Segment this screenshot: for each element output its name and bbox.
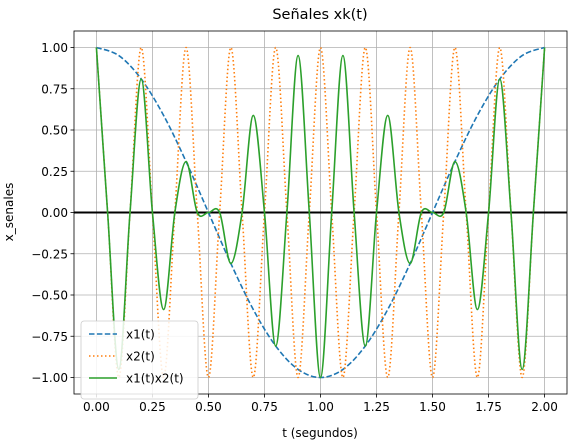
x-tick-label: 1.75: [475, 400, 502, 414]
x-tick-label: 0.25: [139, 400, 166, 414]
chart-title: Señales xk(t): [272, 7, 367, 23]
legend-box: [80, 320, 199, 400]
y-axis-label: x_senales: [2, 183, 16, 242]
y-tick-label: −0.75: [31, 330, 68, 344]
y-tick-label: 0.25: [41, 165, 68, 179]
y-tick-label: 0.50: [41, 124, 68, 138]
y-tick-label: 0.75: [41, 82, 68, 96]
legend-label: x1(t)x2(t): [126, 372, 184, 386]
y-tick-label: −0.25: [31, 247, 68, 261]
x-tick-label: 1.00: [307, 400, 334, 414]
x-tick-label: 0.00: [83, 400, 110, 414]
y-tick-label: 0.00: [41, 206, 68, 220]
ticks: 0.00 0.25 0.50 0.75 1.00 1.25 1.50 1.75 2.00 −1.0…: [31, 41, 558, 414]
series-layer: [95, 46, 546, 379]
y-tick-label: 1.00: [41, 41, 68, 55]
x-tick-label: 2.00: [531, 400, 558, 414]
y-tick-label: −0.50: [31, 289, 68, 303]
x-axis-label: t (segundos): [282, 426, 358, 440]
legend: x1(t)x2(t)x1(t)x2(t): [80, 320, 199, 400]
x-tick-label: 0.75: [251, 400, 278, 414]
y-tick-label: −1.00: [31, 371, 68, 385]
x-tick-label: 1.50: [419, 400, 446, 414]
legend-label: x1(t): [126, 328, 155, 342]
legend-label: x2(t): [126, 350, 155, 364]
series-line-x1-t-x2-t: [95, 47, 546, 379]
x-tick-label: 0.50: [195, 400, 222, 414]
x-tick-label: 1.25: [363, 400, 390, 414]
series-line-x2-t: [95, 46, 546, 379]
